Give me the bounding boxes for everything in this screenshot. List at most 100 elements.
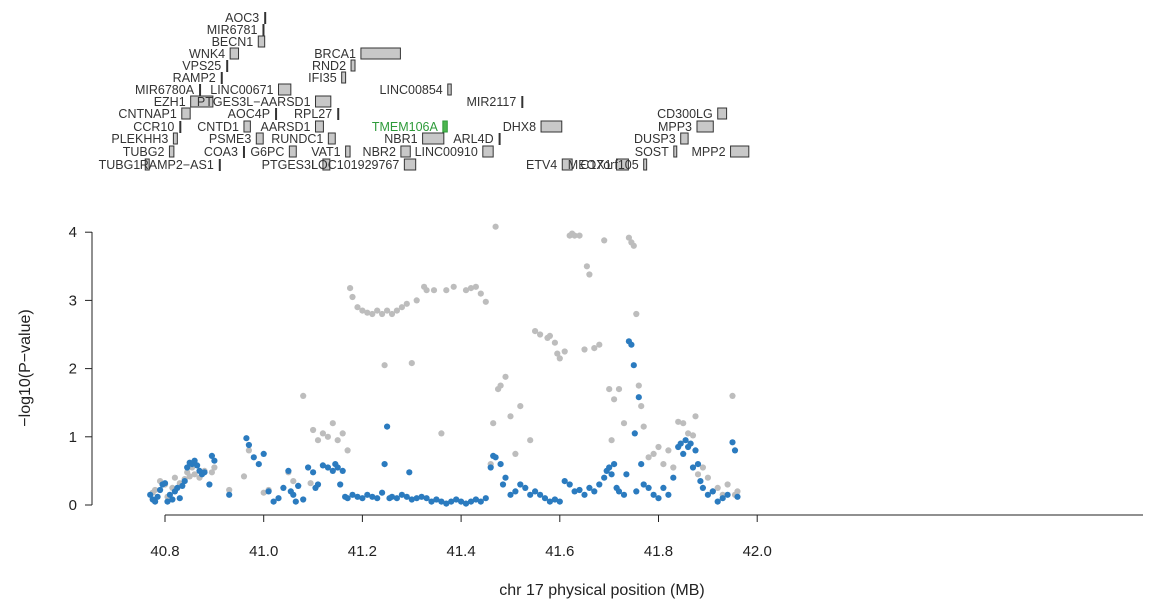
blue-point [201, 469, 208, 476]
blue-point [537, 491, 544, 498]
grey-point [334, 437, 341, 444]
grey-point [675, 418, 682, 425]
gene-meox1: MEOX1 [568, 158, 629, 172]
grey-point [561, 348, 568, 355]
blue-point [443, 500, 450, 507]
grey-point [734, 488, 741, 495]
grey-point [586, 271, 593, 278]
blue-point [650, 491, 657, 498]
blue-point [635, 394, 642, 401]
blue-point [611, 461, 618, 468]
blue-point [344, 495, 351, 502]
blue-point [184, 464, 191, 471]
blue-point [305, 464, 312, 471]
grey-point [369, 310, 376, 318]
gene-label-linc00671: LINC00671 [210, 83, 273, 97]
grey-point [640, 423, 647, 430]
blue-point [349, 491, 356, 498]
grey-point [492, 223, 499, 230]
blue-point [704, 491, 712, 498]
grey-point [507, 413, 514, 420]
gene-mir2117: MIR2117 [467, 95, 524, 109]
blue-point [687, 440, 694, 447]
blue-point [334, 464, 341, 471]
gene-ramp2-as1: RAMP2−AS1 [140, 158, 221, 172]
gene-label-tubg2: TUBG2 [123, 145, 165, 159]
gene-sost: SOST [635, 145, 678, 159]
blue-point [682, 437, 689, 444]
grey-point [359, 307, 366, 314]
gene-label-mpp3: MPP3 [658, 120, 692, 134]
grey-point [596, 341, 603, 348]
scatter-points [147, 223, 741, 507]
grey-point [245, 447, 252, 454]
grey-point [339, 430, 346, 437]
grey-point [554, 350, 561, 357]
blue-point [660, 484, 667, 491]
grey-point [556, 355, 563, 362]
x-tick-label: 40.8 [150, 543, 179, 560]
gene-label-linc00854: LINC00854 [380, 83, 443, 97]
gene-label-wnk4: WNK4 [189, 47, 225, 61]
grey-point [670, 464, 677, 471]
grey-point [591, 345, 598, 352]
gene-label-c17orf105: C17orf105 [580, 158, 638, 172]
gene-label-mpp2: MPP2 [692, 145, 726, 159]
blue-point [665, 491, 672, 498]
gene-nbr2: NBR2 [363, 145, 411, 159]
blue-point [638, 461, 645, 468]
grey-point [512, 450, 519, 457]
grey-point [608, 437, 615, 444]
blue-point [606, 464, 613, 471]
grey-point [347, 285, 354, 292]
gene-tubg2: TUBG2 [123, 145, 175, 159]
gene-ramp2: RAMP2 [173, 71, 223, 85]
grey-point [388, 310, 396, 318]
gene-ezh1: EZH1 [154, 95, 214, 109]
blue-point [388, 493, 396, 500]
grey-point [689, 432, 697, 439]
y-tick-label: 0 [69, 497, 77, 514]
grey-point [497, 382, 504, 389]
grey-point [329, 420, 336, 427]
blue-point [337, 481, 344, 488]
blue-point [206, 481, 213, 488]
blue-point [512, 488, 519, 495]
blue-point [517, 481, 524, 488]
blue-point [620, 491, 628, 498]
blue-point [596, 481, 603, 488]
gene-label-mir6780a: MIR6780A [135, 83, 195, 97]
gene-g6pc: G6PC [250, 145, 297, 159]
grey-point [546, 332, 554, 339]
blue-point [285, 467, 292, 474]
grey-point [517, 403, 524, 410]
grey-point [714, 484, 721, 491]
x-axis-label: chr 17 physical position (MB) [499, 582, 704, 599]
grey-point [692, 413, 699, 420]
blue-point [398, 491, 405, 498]
blue-point [551, 496, 559, 503]
grey-point [354, 304, 361, 311]
blue-point [630, 362, 637, 369]
blue-point [623, 471, 630, 478]
blue-point [462, 500, 470, 507]
grey-point [630, 242, 637, 249]
grey-point [260, 489, 267, 496]
grey-point [645, 454, 652, 461]
gene-aarsd1: AARSD1 [260, 120, 324, 134]
grey-point [620, 420, 628, 427]
gene-label-aoc3: AOC3 [225, 11, 259, 25]
blue-point [731, 447, 739, 454]
grey-point [699, 464, 707, 471]
grey-point [537, 331, 544, 338]
blue-point [729, 439, 736, 446]
blue-point [522, 484, 529, 491]
grey-point [364, 309, 371, 316]
grey-point [186, 473, 193, 480]
blue-point [181, 478, 188, 485]
blue-point [433, 496, 440, 503]
blue-point [208, 452, 215, 459]
gene-mir6781: MIR6781 [207, 23, 265, 37]
grey-point [472, 283, 479, 290]
grey-point [408, 360, 415, 367]
